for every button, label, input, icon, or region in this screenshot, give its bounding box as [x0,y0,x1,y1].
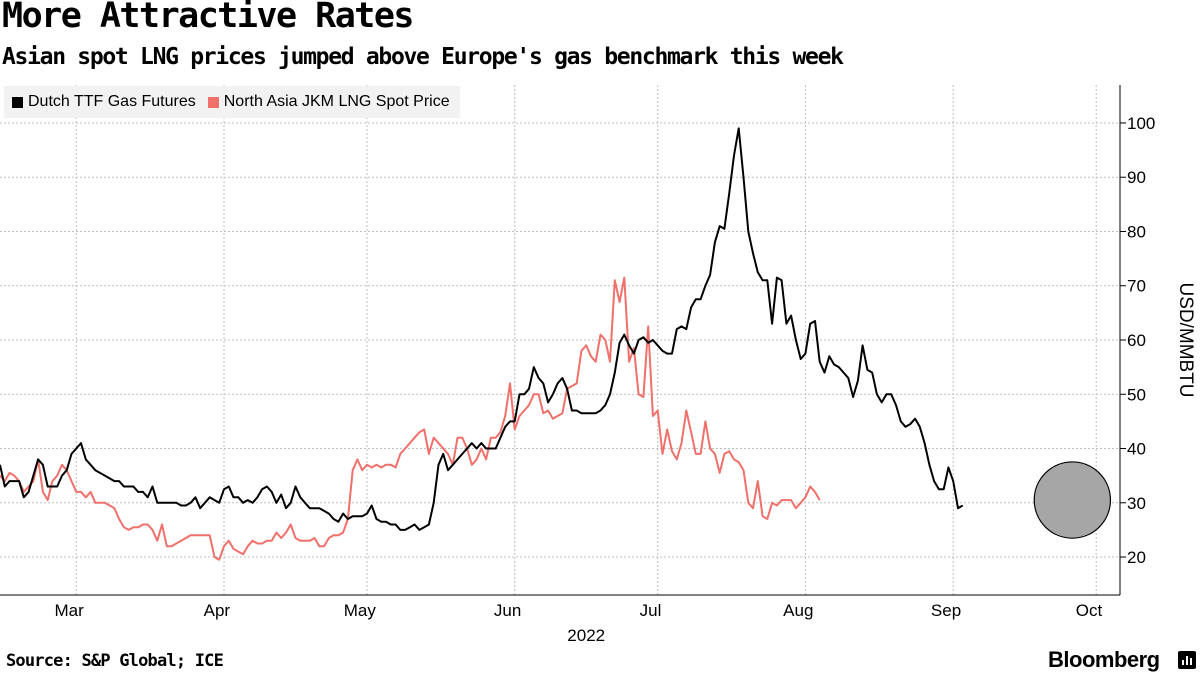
xtick-label-apr: Apr [204,601,231,620]
legend-item-ttf: Dutch TTF Gas Futures [12,93,196,111]
ytick-label-60: 60 [1127,331,1146,350]
legend-item-jkm: North Asia JKM LNG Spot Price [207,93,450,111]
xtick-label-aug: Aug [783,601,813,620]
ytick-label-30: 30 [1127,494,1146,513]
series-line-ttf [0,127,964,531]
highlight-circle [1033,461,1112,539]
legend-swatch-jkm [207,96,219,108]
source-note: Source: S&P Global; ICE [6,651,224,671]
chart-subtitle: Asian spot LNG prices jumped above Europ… [2,44,844,70]
ytick-label-40: 40 [1127,440,1146,459]
legend-label-jkm: North Asia JKM LNG Spot Price [223,93,450,110]
x-axis-year-label: 2022 [567,626,605,645]
ytick-label-70: 70 [1127,277,1146,296]
legend-label-ttf: Dutch TTF Gas Futures [28,93,196,110]
bloomberg-logo: Bloomberg [1048,647,1160,672]
ytick-label-100: 100 [1127,114,1155,133]
xtick-label-oct: Oct [1076,601,1103,620]
ytick-label-90: 90 [1127,168,1146,187]
ytick-label-80: 80 [1127,222,1146,241]
xtick-label-may: May [344,601,377,620]
legend: Dutch TTF Gas Futures North Asia JKM LNG… [4,86,460,118]
legend-swatch-ttf [12,96,23,108]
ytick-label-50: 50 [1127,385,1146,404]
chart-title: More Attractive Rates [2,0,415,36]
series-line-jkm [0,276,821,561]
xtick-label-sep: Sep [931,601,961,620]
xtick-label-mar: Mar [54,601,84,620]
bloomberg-terminal-icon [1178,651,1196,669]
xtick-label-jun: Jun [494,601,521,620]
xtick-label-jul: Jul [640,601,662,620]
y-axis-title: USD/MMBTU [1175,282,1196,397]
ytick-label-20: 20 [1127,548,1146,567]
